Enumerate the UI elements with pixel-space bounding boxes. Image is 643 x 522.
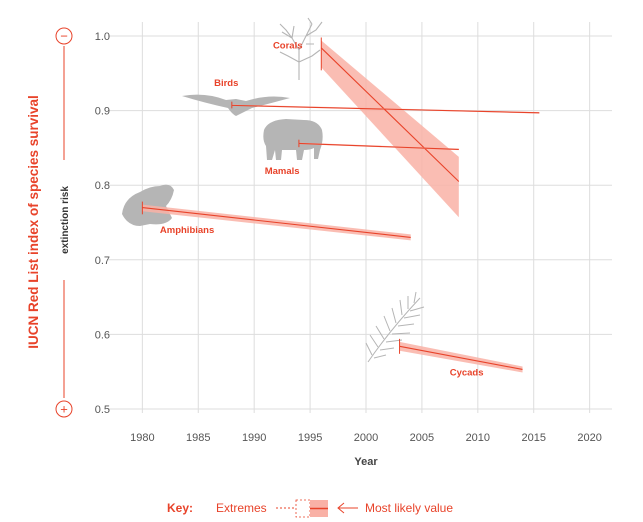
y-axis-title: IUCN Red List index of species survival — [26, 95, 41, 349]
y-tick-4: 0.9 — [95, 106, 110, 118]
band-cycads — [399, 341, 523, 373]
x-tick-2015: 2015 — [521, 432, 545, 444]
series-mamals: Mamals — [265, 139, 459, 177]
legend: Key: Extremes Most likely value — [167, 499, 453, 518]
x-tick-1985: 1985 — [186, 432, 210, 444]
x-tick-1990: 1990 — [242, 432, 266, 444]
x-tick-2020: 2020 — [577, 432, 601, 444]
x-tick-2005: 2005 — [410, 432, 434, 444]
elephant-silhouette-icon — [263, 119, 323, 160]
extinction-risk-label: extinction risk — [60, 186, 71, 254]
line-cycads — [399, 345, 523, 371]
coral-silhouette-icon — [279, 17, 323, 80]
cycad-silhouette-icon — [365, 291, 425, 363]
x-tick-1995: 1995 — [298, 432, 322, 444]
axis-top-marker-symbol: − — [60, 29, 68, 44]
y-tick-0: 0.5 — [95, 404, 110, 416]
series-birds: Birds — [214, 78, 540, 114]
axis-bottom-marker — [55, 400, 73, 418]
key-extremes-label: Extremes — [216, 501, 267, 515]
y-axis-decor: − + extinction risk — [55, 27, 73, 418]
y-tick-2: 0.7 — [95, 255, 110, 267]
grid: 1980 1985 1990 1995 2000 2005 2010 2015 2020 0.5 0… — [95, 22, 612, 444]
key-title: Key: — [167, 501, 193, 515]
series-cycads: Cycads — [399, 338, 523, 378]
y-tick-3: 0.8 — [95, 180, 110, 192]
key-most-likely-label: Most likely value — [365, 501, 453, 515]
line-corals — [320, 47, 460, 182]
label-cycads: Cycads — [450, 367, 484, 378]
line-mamals — [298, 142, 459, 150]
key-arrow-icon — [337, 502, 345, 514]
axis-bottom-marker-symbol: + — [60, 402, 68, 417]
line-amphibians — [142, 207, 411, 238]
y-tick-5: 1.0 — [95, 31, 110, 43]
key-extremes-swatch — [295, 499, 311, 518]
label-corals: Corals — [273, 41, 303, 52]
line-birds — [231, 104, 540, 114]
label-birds: Birds — [214, 78, 238, 89]
series-corals: Corals — [273, 37, 460, 218]
band-corals — [321, 40, 459, 218]
series-amphibians: Amphibians — [141, 201, 411, 241]
x-axis-title: Year — [354, 456, 378, 468]
series-layer: Corals Birds Mamals Amphibians Cycads — [141, 37, 540, 378]
label-amphibians: Amphibians — [160, 225, 214, 236]
y-tick-1: 0.6 — [95, 329, 110, 341]
x-tick-2010: 2010 — [466, 432, 490, 444]
x-tick-2000: 2000 — [354, 432, 378, 444]
label-mamals: Mamals — [265, 166, 300, 177]
axis-top-marker — [55, 27, 73, 45]
x-tick-1980: 1980 — [130, 432, 154, 444]
